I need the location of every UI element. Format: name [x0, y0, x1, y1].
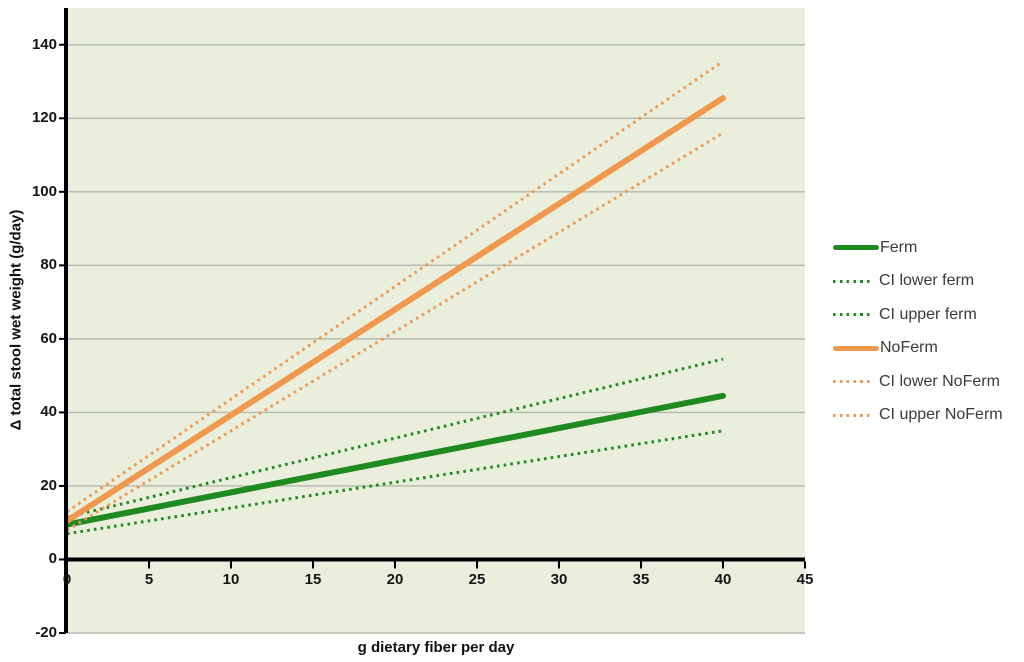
y-tick-label-80: 80 [40, 256, 57, 274]
x-tick-label-35: 35 [632, 571, 650, 588]
legend: Ferm CI lower ferm CI upper ferm NoFerm … [833, 231, 1003, 432]
legend-item-ci-upper-ferm: CI upper ferm [833, 298, 1003, 332]
x-tick-label-10: 10 [222, 571, 240, 588]
legend-label: Ferm [880, 238, 918, 256]
y-tick-label-0: 0 [48, 550, 57, 568]
x-tick-label-5: 5 [144, 571, 154, 588]
y-tick-label--20: -20 [35, 624, 57, 641]
x-tick-label-0: 0 [62, 571, 72, 588]
x-tick-label-15: 15 [304, 571, 322, 588]
legend-label: CI lower ferm [879, 272, 975, 290]
series-line-ci-lower-noferm [66, 131, 724, 532]
x-tick-label-45: 45 [796, 571, 814, 588]
y-tick-label-120: 120 [31, 109, 57, 127]
x-axis-title: g dietary fiber per day [357, 639, 515, 656]
ci-lower-noferm-dotted-line-swatch [833, 380, 870, 384]
y-tick-label-20: 20 [40, 476, 57, 494]
legend-label: CI upper ferm [879, 305, 977, 323]
y-tick-label-40: 40 [40, 403, 57, 421]
y-tick-label-60: 60 [40, 329, 57, 347]
legend-label: NoFerm [880, 339, 938, 357]
x-tick-label-25: 25 [468, 571, 486, 588]
legend-label: CI lower NoFerm [879, 372, 1000, 390]
series-line-noferm [64, 95, 726, 524]
series-line-ci-upper-noferm [66, 60, 724, 513]
y-tick-label-100: 100 [31, 182, 57, 200]
series-line-ferm [64, 392, 726, 528]
legend-item-noferm: NoFerm [833, 332, 1003, 366]
legend-item-ferm: Ferm [833, 231, 1003, 265]
ci-upper-noferm-dotted-line-swatch [833, 413, 870, 417]
x-tick-label-30: 30 [550, 571, 568, 588]
ci-lower-ferm-dotted-line-swatch [833, 279, 870, 283]
legend-item-ci-upper-noferm: CI upper NoFerm [833, 399, 1003, 433]
ci-upper-ferm-dotted-line-swatch [833, 313, 870, 317]
plot-area [67, 8, 805, 633]
legend-item-ci-lower-noferm: CI lower NoFerm [833, 365, 1003, 399]
legend-item-ci-lower-ferm: CI lower ferm [833, 265, 1003, 299]
legend-label: CI upper NoFerm [879, 406, 1003, 424]
noferm-solid-line-swatch [833, 345, 879, 351]
series-line-ci-lower-ferm [66, 429, 724, 536]
ferm-solid-line-swatch [833, 245, 879, 251]
y-tick-label-140: 140 [31, 35, 57, 53]
y-axis-title: Δ total stool wet weight (g/day) [7, 209, 25, 431]
series-line-ci-upper-ferm [66, 357, 724, 519]
x-tick-label-20: 20 [386, 571, 404, 588]
x-tick-label-40: 40 [714, 571, 732, 588]
